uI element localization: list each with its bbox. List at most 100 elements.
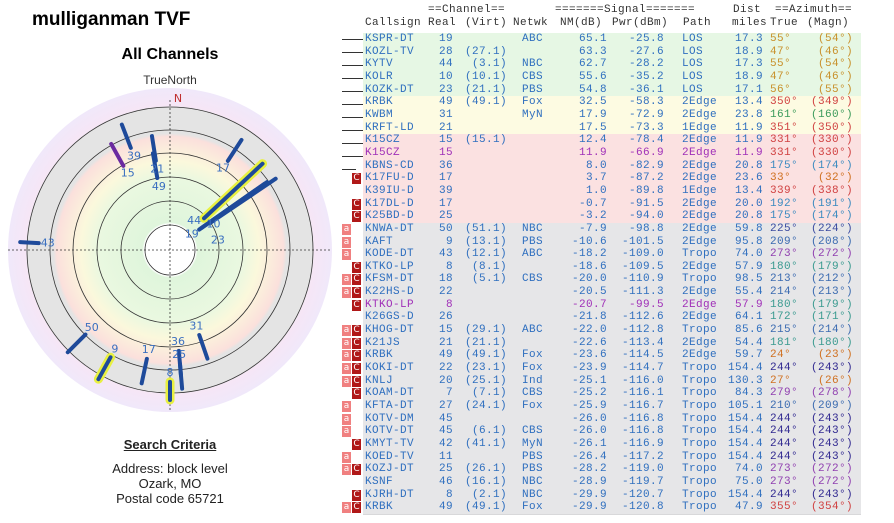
cell-call[interactable]: KOZJ-DT [365,463,415,476]
col-nm[interactable]: NM(dB) [560,17,603,29]
table-row[interactable]: C KOAM-DT 7 (7.1) CBS -25.2 -116.1 Tropo 84.3 279… [342,387,882,402]
table-row[interactable]: a C K22HS-D 22 -20.5 -111.3 2Edge 55.4 214° (213°… [342,286,882,300]
cell-call[interactable]: KWBM [365,108,394,121]
cell-call[interactable]: K25BD-D [365,210,415,223]
cell-call[interactable]: K17FU-D [365,172,415,185]
cell-call[interactable]: KNLJ [365,374,394,387]
table-row[interactable]: K15CZ 15 11.9 -66.9 2Edge 11.9 331° (330°) [342,146,882,161]
table-row[interactable]: a C KRBK 49 (49.1) Fox -23.6 -114.5 2Edge 59.7 24°… [342,349,882,364]
table-row[interactable]: KBNS-CD 36 8.0 -82.9 2Edge 20.8 175° (174°) [342,159,882,174]
badge-c: C [352,274,361,286]
cell-path: Tropo [682,248,718,261]
cell-call[interactable]: KOZK-DT [365,83,415,96]
cell-call[interactable]: K15CZ [365,146,401,159]
table-row[interactable]: a C KNLJ 20 (25.1) Ind -25.1 -116.0 Tropo 130.3 27… [342,374,882,389]
cell-call[interactable]: KFTA-DT [365,400,415,413]
col-virt[interactable]: (Virt) [465,17,508,29]
cell-magn: (46°) [817,45,853,58]
table-row[interactable]: a KODE-DT 43 (12.1) ABC -18.2 -109.0 Tropo 74.0 2… [342,248,882,262]
col-pwr[interactable]: Pwr(dBm) [612,17,669,29]
table-row[interactable]: KYTV 44 (3.1) NBC 62.7 -28.2 LOS 17.3 55° (54°) [342,58,882,72]
table-row[interactable]: a KFTA-DT 27 (24.1) Fox -25.9 -116.7 Tropo 105.1… [342,400,882,414]
table-row[interactable]: a KOED-TV 11 PBS -26.4 -117.2 Tropo 154.4 244° (2… [342,450,882,465]
table-row[interactable]: C K25BD-D 25 -3.2 -94.0 2Edge 20.8 175° (174°) [342,210,882,224]
cell-call[interactable]: KYTV [365,58,394,71]
table-row[interactable]: KRBK 49 (49.1) Fox 32.5 -58.3 2Edge 13.4 350° (34… [342,96,882,110]
table-row[interactable]: a C KFSM-DT 18 (5.1) CBS -20.0 -110.9 Tropo 98.5 2… [342,273,882,288]
table-row[interactable]: KOZK-DT 23 (21.1) PBS 54.8 -36.1 LOS 17.1 56° (55… [342,83,882,98]
col-true[interactable]: True [770,17,799,29]
cell-call[interactable]: KODE-DT [365,248,415,261]
polar-mark [202,161,265,221]
table-row[interactable]: C K17DL-D 17 -0.7 -91.5 2Edge 20.0 192° (191°) [342,197,882,212]
table-row[interactable]: C KJRH-DT 8 (2.1) NBC -29.9 -120.7 Tropo 154.4 24… [342,488,882,503]
table-row[interactable]: K15CZ 15 (15.1) 12.4 -78.4 2Edge 11.9 331° (330°… [342,134,882,148]
col-callsign[interactable]: Callsign [365,17,422,29]
cell-call[interactable]: KRBK [365,501,394,514]
table-row[interactable]: a KAFT 9 (13.1) PBS -10.6 -101.5 2Edge 95.8 209° (… [342,235,882,250]
table-row[interactable]: a C KOKI-DT 22 (23.1) Fox -23.9 -114.7 Tropo 154.… [342,362,882,376]
cell-magn: (350°) [810,121,853,134]
cell-magn: (213°) [810,286,853,299]
cell-call[interactable]: KRBK [365,349,394,362]
table-row[interactable]: C KTKO-LP 8 (8.1) -18.6 -109.5 2Edge 57.9 180° (1… [342,260,882,275]
badge-a: a [342,274,351,286]
cell-call[interactable]: KRFT-LD [365,121,415,134]
cell-call[interactable]: KOAM-DT [365,387,415,400]
table-row[interactable]: KOZL-TV 28 (27.1) 63.3 -27.6 LOS 18.9 47° (46°) [342,45,882,60]
cell-call[interactable]: K22HS-D [365,286,415,299]
col-miles[interactable]: miles [732,17,768,29]
cell-call[interactable]: KOLR [365,70,394,83]
cell-call[interactable]: KAFT [365,235,394,248]
cell-call[interactable]: KSPR-DT [365,33,415,45]
cell-call[interactable]: K26GS-D [365,311,415,324]
cell-call[interactable]: K39IU-D [365,184,415,197]
table-row[interactable]: a KOTV-DM 45 -26.0 -116.8 Tropo 154.4 244° (243°… [342,412,882,427]
table-row[interactable]: C KTKO-LP 8 -20.7 -99.5 2Edge 57.9 180° (179°) [342,298,882,313]
table-row[interactable]: C K17FU-D 17 3.7 -87.2 2Edge 23.6 33° (32°) [342,172,882,186]
table-row[interactable]: a C KRBK 49 (49.1) Fox -29.9 -120.8 Tropo 47.9 355… [342,501,882,515]
cell-nm: -25.9 [571,400,607,413]
table-row[interactable]: KSNF 46 (16.1) NBC -28.9 -119.7 Tropo 75.0 273° (… [342,475,882,490]
cell-net: PBS [522,83,544,96]
table-row[interactable]: a KOTV-DT 45 (6.1) CBS -26.0 -116.8 Tropo 154.4 2… [342,425,882,439]
table-row[interactable]: a C K21JS 21 (21.1) -22.6 -113.4 2Edge 54.4 181° (… [342,336,882,351]
table-row[interactable]: K26GS-D 26 -21.8 -112.6 2Edge 64.1 172° (171°) [342,311,882,326]
cell-call[interactable]: KOTV-DT [365,425,415,438]
cell-call[interactable]: KOED-TV [365,450,415,463]
table-row[interactable]: KWBM 31 MyN 17.9 -72.9 2Edge 23.8 161° (160°) [342,108,882,123]
col-path[interactable]: Path [683,17,712,29]
table-row[interactable]: C KMYT-TV 42 (41.1) MyN -26.1 -116.9 Tropo 154.4… [342,438,882,452]
table-row[interactable]: KRFT-LD 21 17.5 -73.3 1Edge 11.9 351° (350°) [342,121,882,136]
cell-call[interactable]: KHOG-DT [365,324,415,337]
col-netwk[interactable]: Netwk [513,17,549,29]
cell-real: 39 [438,184,453,197]
table-row[interactable]: KSPR-DT 19 ABC 65.1 -25.8 LOS 17.3 55° (54°) [342,33,882,47]
cell-call[interactable]: KOTV-DM [365,412,415,425]
table-row[interactable]: KOLR 10 (10.1) CBS 55.6 -35.2 LOS 18.9 47° (46°) [342,70,882,85]
col-real[interactable]: Real [428,17,457,29]
col-magn[interactable]: (Magn) [807,17,850,29]
criteria-postal: Postal code 65721 [116,491,224,506]
cell-call[interactable]: KSNF [365,475,394,488]
cell-magn: (354°) [810,501,853,514]
cell-call[interactable]: K21JS [365,336,401,349]
table-row[interactable]: a C KOZJ-DT 25 (26.1) PBS -28.2 -119.0 Tropo 74.0… [342,463,882,477]
table-row[interactable]: a C KHOG-DT 15 (29.1) ABC -22.0 -112.8 Tropo 85.6… [342,324,882,338]
polar-mark-label: 21 [150,163,164,176]
cell-call[interactable]: KMYT-TV [365,438,415,450]
cell-call[interactable]: KBNS-CD [365,159,415,172]
cell-call[interactable]: KRBK [365,96,394,109]
cell-call[interactable]: K15CZ [365,134,401,147]
table-row[interactable]: a KNWA-DT 50 (51.1) NBC -7.9 -98.8 2Edge 59.8 225… [342,222,882,237]
cell-call[interactable]: KOKI-DT [365,362,415,375]
polar-mark [96,355,113,382]
cell-call[interactable]: KNWA-DT [365,222,415,235]
cell-call[interactable]: KTKO-LP [365,298,415,311]
cell-call[interactable]: KJRH-DT [365,488,415,501]
cell-call[interactable]: KFSM-DT [365,273,415,286]
table-row[interactable]: K39IU-D 39 1.0 -89.8 1Edge 13.4 339° (338°) [342,184,882,199]
cell-call[interactable]: K17DL-D [365,197,415,210]
cell-call[interactable]: KTKO-LP [365,260,415,273]
cell-call[interactable]: KOZL-TV [365,45,415,58]
